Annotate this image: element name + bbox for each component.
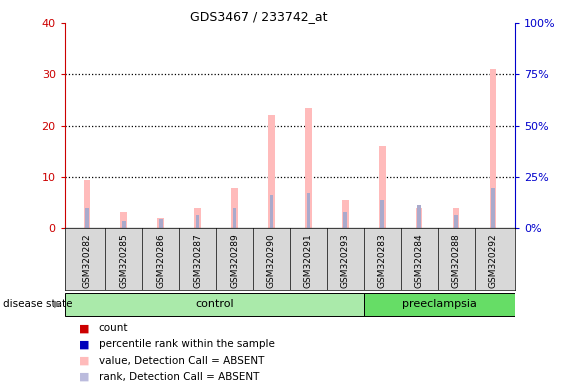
- Bar: [270, 195, 273, 228]
- Bar: [159, 218, 163, 228]
- Text: GSM320291: GSM320291: [304, 233, 313, 288]
- Bar: [490, 69, 497, 228]
- Text: count: count: [99, 323, 128, 333]
- Text: GSM320285: GSM320285: [119, 233, 128, 288]
- Text: ▶: ▶: [54, 299, 61, 309]
- Bar: [268, 116, 275, 228]
- Bar: [83, 180, 90, 228]
- Text: GSM320287: GSM320287: [193, 233, 202, 288]
- Bar: [381, 200, 384, 228]
- Text: disease state: disease state: [3, 299, 72, 309]
- Text: percentile rank within the sample: percentile rank within the sample: [99, 339, 274, 349]
- Text: rank, Detection Call = ABSENT: rank, Detection Call = ABSENT: [99, 372, 259, 382]
- Text: ■: ■: [79, 372, 90, 382]
- Text: GSM320283: GSM320283: [378, 233, 387, 288]
- Text: value, Detection Call = ABSENT: value, Detection Call = ABSENT: [99, 356, 264, 366]
- Bar: [194, 208, 201, 228]
- Bar: [122, 221, 126, 228]
- Text: preeclampsia: preeclampsia: [402, 299, 477, 310]
- Text: ■: ■: [79, 356, 90, 366]
- Bar: [491, 189, 495, 228]
- Bar: [231, 189, 238, 228]
- Bar: [158, 218, 164, 228]
- Bar: [417, 205, 421, 228]
- Bar: [196, 215, 199, 228]
- Bar: [379, 146, 386, 228]
- Bar: [342, 200, 348, 228]
- Bar: [305, 108, 312, 228]
- Text: GSM320289: GSM320289: [230, 233, 239, 288]
- Bar: [453, 208, 459, 228]
- FancyBboxPatch shape: [364, 293, 515, 316]
- Text: GSM320284: GSM320284: [415, 233, 424, 288]
- Bar: [416, 208, 422, 228]
- Text: GSM320292: GSM320292: [489, 233, 498, 288]
- Text: control: control: [195, 299, 234, 310]
- Bar: [454, 215, 458, 228]
- Text: GSM320293: GSM320293: [341, 233, 350, 288]
- Bar: [343, 212, 347, 228]
- Bar: [233, 209, 236, 228]
- Bar: [120, 212, 127, 228]
- Text: ■: ■: [79, 323, 90, 333]
- Text: GSM320288: GSM320288: [452, 233, 461, 288]
- Text: GSM320290: GSM320290: [267, 233, 276, 288]
- FancyBboxPatch shape: [65, 293, 364, 316]
- Text: GSM320286: GSM320286: [156, 233, 165, 288]
- Text: GDS3467 / 233742_at: GDS3467 / 233742_at: [190, 10, 328, 23]
- Bar: [85, 209, 89, 228]
- Text: ■: ■: [79, 339, 90, 349]
- Text: GSM320282: GSM320282: [82, 233, 91, 288]
- Bar: [307, 192, 310, 228]
